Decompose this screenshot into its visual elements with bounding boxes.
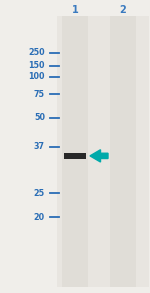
Bar: [64, 153, 86, 159]
Text: 2: 2: [120, 5, 126, 15]
Bar: [57, 16, 148, 287]
Text: 50: 50: [34, 113, 45, 122]
Text: 37: 37: [34, 142, 45, 151]
Text: 75: 75: [34, 90, 45, 99]
Text: 1: 1: [72, 5, 78, 15]
FancyArrow shape: [90, 150, 108, 162]
Bar: [110, 16, 136, 287]
Text: 20: 20: [34, 213, 45, 222]
Bar: [62, 16, 88, 287]
Text: 100: 100: [28, 72, 45, 81]
Text: 250: 250: [28, 48, 45, 57]
Text: 25: 25: [34, 189, 45, 198]
Text: 150: 150: [28, 62, 45, 70]
